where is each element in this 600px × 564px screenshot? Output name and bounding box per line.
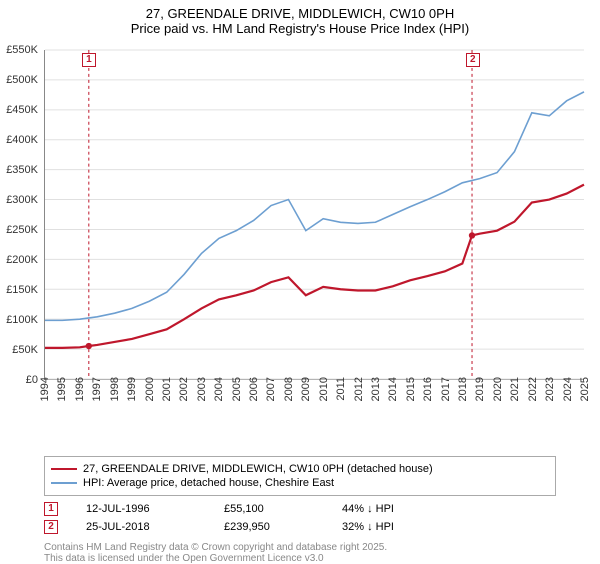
transaction-delta: 32% ↓ HPI xyxy=(342,521,394,533)
transaction-delta: 44% ↓ HPI xyxy=(342,503,394,515)
transaction-marker: 1 xyxy=(44,502,58,516)
chart-marker: 2 xyxy=(466,53,480,67)
x-axis-label: 2002 xyxy=(178,377,190,401)
line-price-paid xyxy=(45,185,584,348)
legend: 27, GREENDALE DRIVE, MIDDLEWICH, CW10 0P… xyxy=(44,456,556,496)
legend-label: 27, GREENDALE DRIVE, MIDDLEWICH, CW10 0P… xyxy=(83,463,433,475)
x-axis-label: 2015 xyxy=(405,377,417,401)
x-axis-label: 1999 xyxy=(126,377,138,401)
y-axis-label: £200K xyxy=(6,254,38,266)
y-axis-label: £100K xyxy=(6,314,38,326)
transaction-row: 1 12-JUL-1996 £55,100 44% ↓ HPI xyxy=(44,502,556,516)
y-axis-label: £250K xyxy=(6,224,38,236)
x-axis-label: 2023 xyxy=(544,377,556,401)
transaction-marker: 2 xyxy=(44,520,58,534)
x-axis-label: 1996 xyxy=(74,377,86,401)
legend-label: HPI: Average price, detached house, Ches… xyxy=(83,477,334,489)
y-axis-label: £150K xyxy=(6,284,38,296)
x-axis-label: 2013 xyxy=(370,377,382,401)
legend-swatch xyxy=(51,482,77,484)
x-axis-label: 2017 xyxy=(440,377,452,401)
y-axis-label: £350K xyxy=(6,164,38,176)
chart-container: £0 £50K £100K £150K £200K £250K £300K £350K £400… xyxy=(0,40,600,420)
x-axis-label: 1994 xyxy=(39,377,51,401)
transaction-row: 2 25-JUL-2018 £239,950 32% ↓ HPI xyxy=(44,520,556,534)
plot-area: £0£50K£100K£150K£200K£250K£300K£350K£400… xyxy=(44,50,584,380)
y-axis-label: £550K xyxy=(6,44,38,56)
transaction-date: 25-JUL-2018 xyxy=(86,521,196,533)
x-axis-label: 2009 xyxy=(300,377,312,401)
y-axis-label: £450K xyxy=(6,104,38,116)
chart-svg xyxy=(45,50,584,379)
x-axis-label: 2021 xyxy=(509,377,521,401)
x-axis-label: 1998 xyxy=(109,377,121,401)
x-axis-label: 2000 xyxy=(144,377,156,401)
y-axis-label: £0 xyxy=(26,374,38,386)
line-hpi xyxy=(45,92,584,321)
legend-swatch xyxy=(51,468,77,470)
x-axis-label: 2003 xyxy=(196,377,208,401)
legend-item: HPI: Average price, detached house, Ches… xyxy=(51,477,549,489)
x-axis-label: 2014 xyxy=(387,377,399,401)
x-axis-label: 2001 xyxy=(161,377,173,401)
x-axis-label: 2019 xyxy=(474,377,486,401)
chart-title: 27, GREENDALE DRIVE, MIDDLEWICH, CW10 0P… xyxy=(0,0,600,21)
x-axis-label: 2018 xyxy=(457,377,469,401)
x-axis-label: 2010 xyxy=(318,377,330,401)
footer-line-2: This data is licensed under the Open Gov… xyxy=(44,553,556,564)
x-axis-label: 2025 xyxy=(579,377,591,401)
x-axis-label: 2024 xyxy=(562,377,574,401)
x-axis-label: 2022 xyxy=(527,377,539,401)
x-axis-label: 2005 xyxy=(231,377,243,401)
transaction-price: £55,100 xyxy=(224,503,314,515)
chart-marker: 1 xyxy=(82,53,96,67)
transaction-date: 12-JUL-1996 xyxy=(86,503,196,515)
x-axis-label: 2011 xyxy=(335,377,347,401)
x-axis-label: 2012 xyxy=(353,377,365,401)
x-axis-label: 2004 xyxy=(213,377,225,401)
y-axis-label: £500K xyxy=(6,74,38,86)
x-axis-label: 1995 xyxy=(56,377,68,401)
x-axis-label: 2007 xyxy=(265,377,277,401)
x-axis-label: 1997 xyxy=(91,377,103,401)
y-axis-label: £400K xyxy=(6,134,38,146)
chart-subtitle: Price paid vs. HM Land Registry's House … xyxy=(0,21,600,40)
y-axis-label: £50K xyxy=(12,344,38,356)
transaction-price: £239,950 xyxy=(224,521,314,533)
legend-item: 27, GREENDALE DRIVE, MIDDLEWICH, CW10 0P… xyxy=(51,463,549,475)
footer-line-1: Contains HM Land Registry data © Crown c… xyxy=(44,542,556,553)
footer-attribution: Contains HM Land Registry data © Crown c… xyxy=(44,542,556,564)
x-axis-label: 2008 xyxy=(283,377,295,401)
x-axis-label: 2016 xyxy=(422,377,434,401)
x-axis-label: 2006 xyxy=(248,377,260,401)
y-axis-label: £300K xyxy=(6,194,38,206)
x-axis-label: 2020 xyxy=(492,377,504,401)
transactions-table: 1 12-JUL-1996 £55,100 44% ↓ HPI 2 25-JUL-2018… xyxy=(44,502,556,534)
